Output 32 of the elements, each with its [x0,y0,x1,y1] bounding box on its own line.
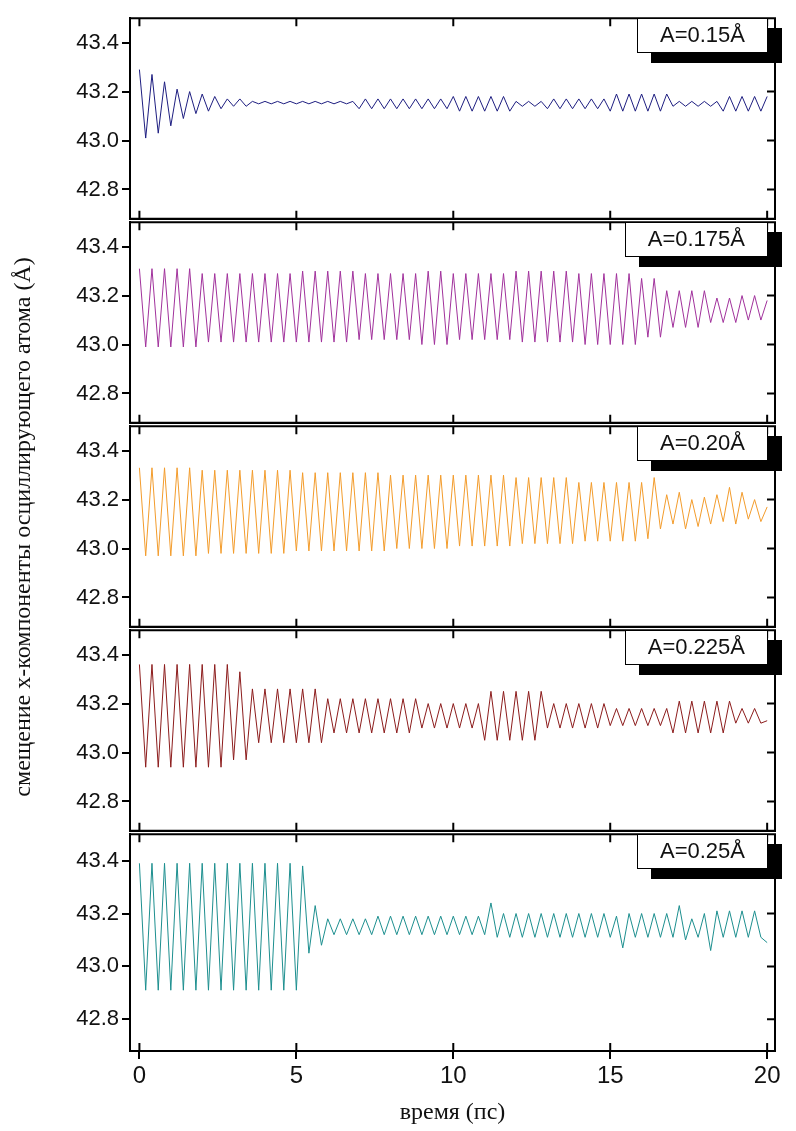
x-tick-label: 10 [439,1061,467,1089]
y-tick-label: 43.2 [76,689,119,715]
y-tick-label: 43.0 [76,126,119,152]
x-axis-title: время (пс) [399,1097,506,1124]
y-tick-label: 42.8 [76,379,119,405]
y-tick-label: 43.4 [76,640,119,666]
y-tick-label: 43.4 [76,232,119,258]
x-tick-label: 5 [289,1061,304,1089]
y-tick-label: 42.8 [76,1005,119,1031]
annotation: A=0.225Å [624,630,768,665]
y-tick-label: 43.4 [76,28,119,54]
annotation: A=0.20Å [636,426,768,461]
y-tick-label: 42.8 [76,787,119,813]
y-tick-label: 43.2 [76,281,119,307]
annotation: A=0.15Å [636,18,768,53]
y-tick-label: 43.2 [76,485,119,511]
x-tick-label: 15 [596,1061,624,1089]
x-tick-label: 0 [132,1061,147,1089]
y-tick-label: 43.0 [76,952,119,978]
y-tick-label: 43.2 [76,899,119,925]
y-tick-label: 42.8 [76,175,119,201]
y-tick-label: 43.2 [76,77,119,103]
y-tick-label: 42.8 [76,583,119,609]
y-tick-label: 43.4 [76,846,119,872]
y-tick-label: 43.4 [76,436,119,462]
y-tick-label: 43.0 [76,534,119,560]
y-tick-label: 43.0 [76,738,119,764]
annotation: A=0.175Å [624,222,768,257]
y-axis-title: смещение x-компоненты осциллирующего атома (Å) [8,257,36,797]
x-tick-label: 20 [753,1061,781,1089]
annotation: A=0.25Å [636,834,768,869]
y-tick-label: 43.0 [76,330,119,356]
